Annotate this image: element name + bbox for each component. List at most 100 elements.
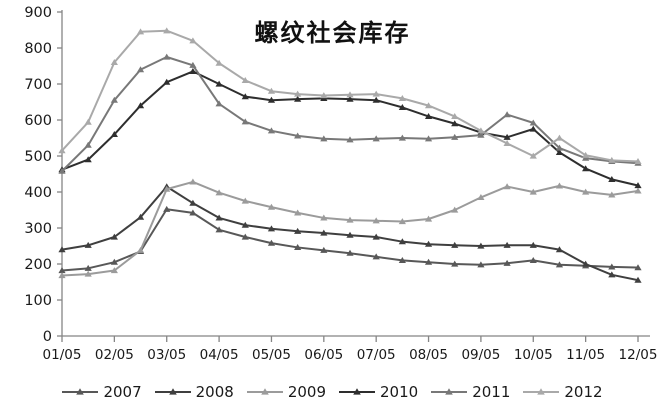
series-marker-2009 <box>529 188 537 195</box>
series-marker-2011 <box>372 135 380 142</box>
series-marker-2009 <box>58 272 66 279</box>
x-tick-label: 03/05 <box>147 347 186 363</box>
series-marker-2010 <box>372 96 380 103</box>
series-marker-2011 <box>267 127 276 134</box>
series-marker-2007 <box>320 246 328 253</box>
series-marker-2010 <box>582 165 590 172</box>
series-marker-2007 <box>608 263 616 270</box>
series-marker-2009 <box>84 270 92 277</box>
series-marker-2008 <box>424 240 433 247</box>
series-marker-2011 <box>215 100 223 107</box>
series-marker-2012 <box>608 156 616 163</box>
x-tick-label: 02/05 <box>95 347 134 363</box>
series-marker-2009 <box>320 214 328 221</box>
series-marker-2010 <box>451 120 459 127</box>
series-marker-2007 <box>398 257 406 263</box>
series-marker-2012 <box>215 59 223 66</box>
x-tick-label: 01/05 <box>43 347 82 363</box>
series-marker-2012 <box>582 151 590 158</box>
series-marker-2011 <box>84 141 92 148</box>
series-marker-2010 <box>267 96 276 103</box>
series-marker-2008 <box>58 246 66 253</box>
series-marker-2011 <box>136 66 145 73</box>
series-marker-2012 <box>372 90 380 97</box>
legend-label-2012: 2012 <box>564 383 603 401</box>
legend-label-2009: 2009 <box>287 383 326 401</box>
series-marker-2011 <box>398 134 406 141</box>
series-marker-2008 <box>582 260 590 267</box>
series-marker-2009 <box>163 185 171 192</box>
series-marker-2010 <box>529 125 537 132</box>
series-marker-2012 <box>529 152 537 159</box>
series-marker-2008 <box>477 242 485 249</box>
series-marker-2008 <box>503 241 511 248</box>
legend-marker-2009 <box>246 388 283 395</box>
series-marker-2007 <box>451 260 459 267</box>
series-marker-2008 <box>294 227 302 234</box>
series-marker-2012 <box>320 92 328 99</box>
series-marker-2011 <box>529 119 537 126</box>
series-marker-2007 <box>555 261 564 268</box>
legend-item-2009: 2009 <box>246 383 326 401</box>
series-marker-2009 <box>451 206 459 213</box>
series-marker-2007 <box>163 205 171 212</box>
series-marker-2007 <box>241 233 249 240</box>
series-marker-2007 <box>110 258 118 265</box>
series-marker-2008 <box>267 225 276 232</box>
y-tick-label: 400 <box>24 185 52 201</box>
x-tick-label: 11/05 <box>566 347 605 363</box>
series-marker-2008 <box>241 221 249 228</box>
series-marker-2010 <box>110 131 118 137</box>
series-marker-2007 <box>294 244 302 251</box>
series-marker-2010 <box>346 95 354 102</box>
legend-item-2010: 2010 <box>339 383 418 401</box>
legend-marker-2012 <box>523 388 560 395</box>
x-tick-label: 07/05 <box>357 347 396 363</box>
series-marker-2010 <box>424 113 433 119</box>
series-marker-2007 <box>634 264 642 271</box>
series-marker-2010 <box>398 104 406 110</box>
series-marker-2012 <box>58 147 66 154</box>
series-marker-2007 <box>58 267 66 274</box>
series-marker-2007 <box>189 209 197 216</box>
series-marker-2008 <box>189 199 197 206</box>
series-marker-2009 <box>241 197 249 204</box>
series-marker-2012 <box>241 77 249 83</box>
series-marker-2009 <box>294 209 302 216</box>
series-marker-2009 <box>398 218 406 225</box>
series-marker-2011 <box>189 61 197 68</box>
legend-marker-2011 <box>431 388 468 395</box>
series-marker-2008 <box>320 229 328 236</box>
series-marker-2008 <box>372 233 380 240</box>
series-marker-2011 <box>503 111 511 118</box>
series-marker-2008 <box>529 241 537 248</box>
series-marker-2009 <box>555 182 564 189</box>
series-marker-2009 <box>346 216 354 223</box>
series-marker-2009 <box>582 188 590 195</box>
series-marker-2009 <box>215 189 223 196</box>
x-tick-label: 09/05 <box>461 347 500 363</box>
legend-marker-2007 <box>62 388 99 395</box>
series-marker-2009 <box>372 217 380 224</box>
legend-marker-2008 <box>154 388 191 395</box>
legend-item-2007: 2007 <box>62 383 142 401</box>
x-tick-label: 08/05 <box>409 347 448 363</box>
series-marker-2012 <box>634 158 642 164</box>
legend-label-2011: 2011 <box>472 383 511 401</box>
legend-item-2008: 2008 <box>154 383 234 401</box>
series-marker-2012 <box>398 95 406 101</box>
series-line-2010 <box>61 70 639 187</box>
legend-item-2012: 2012 <box>523 383 603 401</box>
series-marker-2012 <box>163 27 171 34</box>
x-tick-label: 10/05 <box>514 347 553 363</box>
y-tick-label: 700 <box>24 77 52 93</box>
series-marker-2011 <box>346 136 354 143</box>
series-marker-2007 <box>503 259 511 266</box>
series-line-2009 <box>61 180 639 277</box>
series-marker-2008 <box>84 241 92 248</box>
series-marker-2008 <box>555 246 564 253</box>
series-marker-2007 <box>529 257 537 263</box>
series-marker-2008 <box>215 214 223 221</box>
